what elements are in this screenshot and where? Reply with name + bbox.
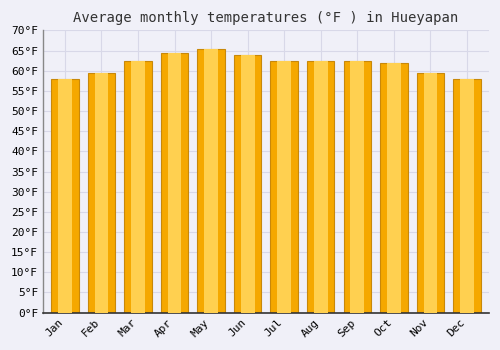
Title: Average monthly temperatures (°F ) in Hueyapan: Average monthly temperatures (°F ) in Hu… (74, 11, 458, 25)
Bar (314, 61, 328, 313)
Bar (88, 73, 115, 313)
Bar (198, 49, 225, 313)
Bar (454, 79, 480, 313)
Bar (94, 73, 108, 313)
Bar (278, 61, 291, 313)
Bar (58, 79, 72, 313)
Bar (350, 61, 364, 313)
Bar (416, 73, 444, 313)
Bar (241, 55, 254, 313)
Bar (161, 52, 188, 313)
Bar (234, 55, 262, 313)
Bar (387, 63, 400, 313)
Bar (124, 61, 152, 313)
Bar (460, 79, 474, 313)
Bar (307, 61, 334, 313)
Bar (380, 63, 407, 313)
Bar (344, 61, 371, 313)
Bar (168, 52, 181, 313)
Bar (131, 61, 145, 313)
Bar (270, 61, 298, 313)
Bar (51, 79, 78, 313)
Bar (204, 49, 218, 313)
Bar (424, 73, 438, 313)
